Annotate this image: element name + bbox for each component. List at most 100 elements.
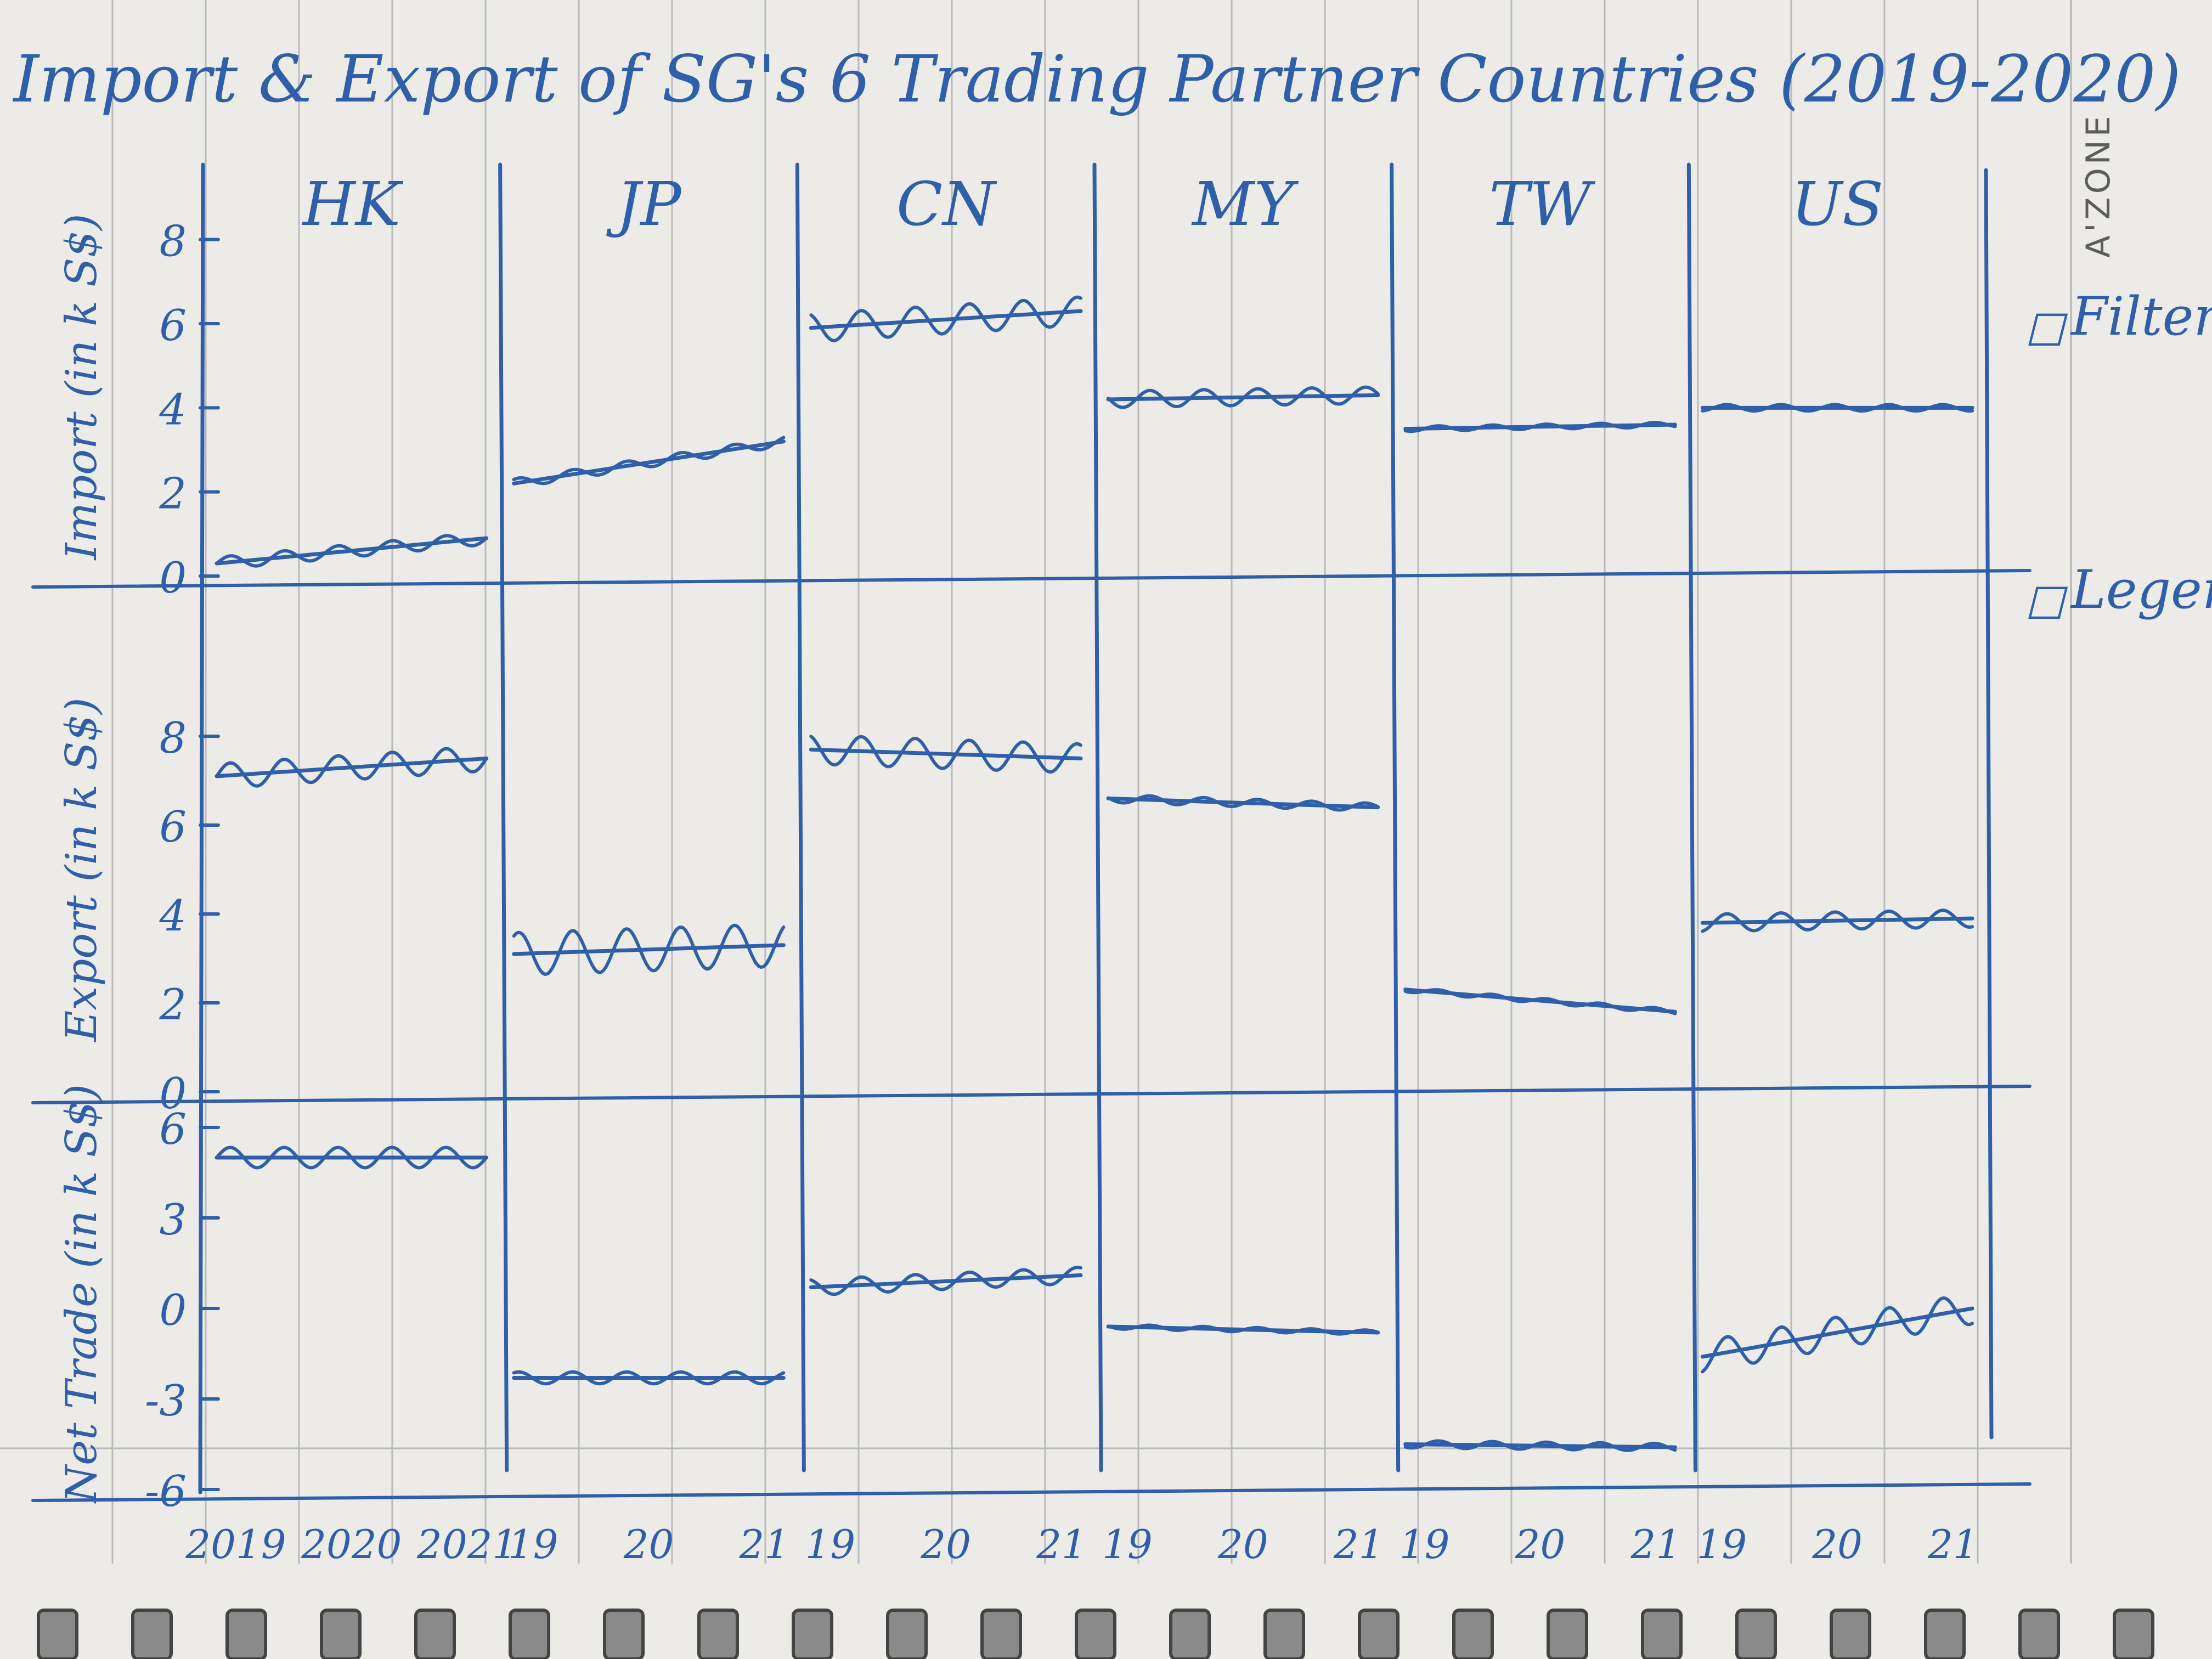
paper-ruling	[0, 0, 2071, 1564]
import-wave-line-tw	[1403, 421, 1677, 433]
binding-ring	[509, 1609, 550, 1659]
column-separator	[1686, 162, 1697, 1472]
import-y-tick-label: 0	[159, 554, 187, 603]
binding-ring	[603, 1609, 645, 1659]
export-wave-line-us	[1701, 909, 1974, 933]
legend-label: Legend	[2070, 559, 2212, 620]
export-series-tw	[1403, 988, 1677, 1015]
binding-ring	[1924, 1609, 1966, 1659]
chart-title: Import & Export of SG's 6 Trading Partne…	[12, 41, 2181, 117]
net-row: -6 -3 0 3 6 Net Trade (in k S$)	[31, 1084, 2032, 1516]
export-series-hk	[215, 747, 489, 788]
net-series-tw	[1403, 1439, 1677, 1452]
net-wave-line-hk	[215, 1146, 488, 1170]
import-series-tw	[1403, 421, 1677, 433]
binding-ring	[1452, 1609, 1494, 1659]
trade-chart: HK JP CN MY TW US 0 2 4 6 8 Import (in k S$) 0 2 4 6 8 Ex…	[31, 162, 2032, 1567]
net-baseline	[31, 1482, 2032, 1502]
country-label-us: US	[1791, 169, 1883, 239]
column-separator	[795, 162, 806, 1472]
filter-option[interactable]: ☐ Filter	[2024, 286, 2212, 356]
net-wave-line-us	[1701, 1296, 1974, 1374]
net-y-tick-label: -3	[145, 1376, 187, 1426]
net-series-hk	[215, 1146, 489, 1170]
export-baseline	[31, 1085, 2032, 1104]
binding-ring	[1075, 1609, 1116, 1659]
net-wave-line-my	[1107, 1323, 1380, 1336]
binding-ring	[1641, 1609, 1683, 1659]
import-wave-line-jp	[512, 436, 786, 486]
export-y-axis-label: Export (in k S$)	[57, 697, 106, 1042]
x-tick-label: 21	[1036, 1521, 1087, 1567]
binding-ring	[980, 1609, 1022, 1659]
import-y-tick-label: 4	[159, 385, 187, 435]
export-wave-line-jp	[512, 923, 786, 976]
import-series-jp	[512, 436, 786, 486]
binding-ring	[1169, 1609, 1211, 1659]
x-tick-label: 21	[1333, 1521, 1384, 1567]
export-wave-line-cn	[809, 735, 1082, 774]
binding-ring	[1735, 1609, 1777, 1659]
import-row: 0 2 4 6 8 Import (in k S$)	[31, 213, 2032, 603]
net-y-tick-label: 6	[159, 1105, 187, 1154]
export-series-my	[1106, 794, 1380, 812]
country-label-hk: HK	[302, 169, 404, 239]
binding-ring	[697, 1609, 739, 1659]
filter-checkbox[interactable]: ☐	[2024, 305, 2068, 356]
country-label-cn: CN	[896, 169, 997, 239]
country-label-jp: JP	[606, 169, 682, 239]
import-y-axis-label: Import (in k S$)	[57, 213, 106, 561]
export-series-cn	[809, 735, 1083, 774]
export-y-tick-label: 0	[159, 1069, 187, 1119]
binding-ring	[37, 1609, 78, 1659]
binding-ring	[225, 1609, 267, 1659]
export-wave-line-tw	[1403, 988, 1677, 1015]
x-tick-label: 19	[1697, 1521, 1747, 1567]
x-tick-label: 2020	[301, 1521, 402, 1567]
net-y-tick-label: 0	[159, 1286, 187, 1335]
country-label-tw: TW	[1489, 169, 1595, 239]
import-series-us	[1700, 403, 1974, 413]
export-y-tick-label: 2	[159, 980, 187, 1030]
filter-label: Filter	[2070, 286, 2212, 347]
binding-ring	[886, 1609, 928, 1659]
x-tick-label: 2021	[416, 1521, 517, 1567]
column-separator	[1984, 168, 1994, 1440]
export-y-tick-label: 6	[159, 803, 187, 852]
x-tick-label: 20	[920, 1521, 971, 1567]
net-wave-line-tw	[1403, 1439, 1677, 1452]
binding-ring	[792, 1609, 833, 1659]
net-y-tick-label: 3	[159, 1195, 187, 1245]
x-tick-label: 21	[1630, 1521, 1681, 1567]
net-series-jp	[512, 1370, 786, 1386]
legend-checkbox[interactable]: ☐	[2024, 578, 2068, 629]
import-y-tick-label: 2	[159, 470, 187, 519]
net-trend-line-us	[1700, 1306, 1974, 1359]
import-wave-line-my	[1107, 385, 1380, 409]
net-series-cn	[809, 1266, 1083, 1296]
spiral-binding	[37, 1609, 2154, 1659]
x-tick-label: 19	[1400, 1521, 1450, 1567]
x-tick-label: 20	[1217, 1521, 1268, 1567]
y-axis-line	[198, 162, 205, 1494]
import-series-my	[1106, 385, 1380, 409]
x-tick-label: 19	[805, 1521, 856, 1567]
net-y-axis-label: Net Trade (in k S$)	[57, 1084, 106, 1504]
x-tick-label: 20	[623, 1521, 674, 1567]
export-wave-line-hk	[215, 747, 488, 788]
export-y-tick-label: 8	[159, 714, 187, 763]
net-series-my	[1106, 1323, 1380, 1336]
binding-ring	[2018, 1609, 2060, 1659]
net-y-tick-label: -6	[145, 1467, 187, 1516]
country-label-my: MY	[1191, 169, 1299, 239]
x-tick-label: 20	[1812, 1521, 1863, 1567]
legend-option[interactable]: ☐ Legend	[2024, 559, 2212, 629]
column-separator	[1390, 162, 1401, 1472]
binding-ring	[1547, 1609, 1588, 1659]
net-wave-line-cn	[809, 1266, 1082, 1296]
net-wave-line-jp	[512, 1370, 786, 1386]
binding-ring	[1263, 1609, 1305, 1659]
